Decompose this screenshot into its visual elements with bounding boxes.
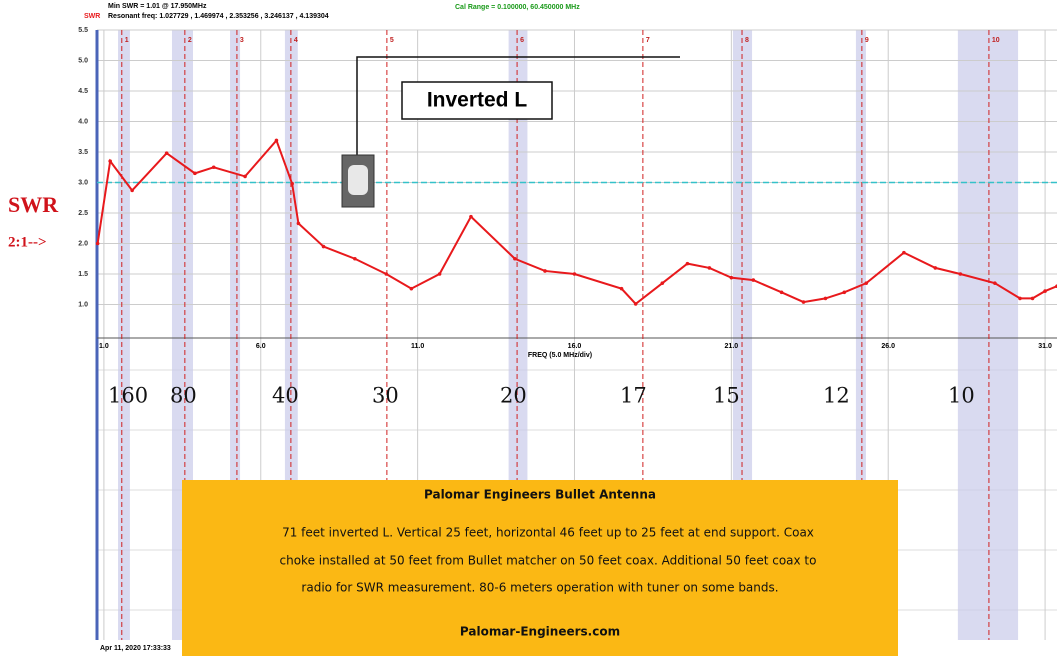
swr-point: [1018, 296, 1022, 301]
marker-label: 6: [520, 37, 524, 44]
swr-point: [290, 181, 294, 186]
marker-label: 7: [646, 37, 650, 44]
antenna-label: Inverted L: [427, 89, 528, 112]
date: Apr 11, 2020 17:33:33: [100, 645, 171, 652]
swr-point: [211, 165, 216, 170]
y-tick-label: 1.5: [78, 271, 88, 278]
info-title: Palomar Engineers Bullet Antenna: [424, 488, 656, 502]
x-tick-label: 16.0: [568, 343, 582, 350]
swr-point: [707, 266, 712, 270]
y-tick-label: 5.0: [78, 57, 88, 64]
swr-point: [243, 174, 247, 179]
swr-point: [164, 151, 169, 156]
swr-point: [619, 286, 624, 291]
swr-point: [633, 302, 638, 306]
swr-point: [823, 296, 828, 301]
marker-label: 5: [390, 37, 394, 44]
marker-label: 2: [188, 37, 192, 44]
swr-legend: SWR: [84, 13, 100, 20]
x-tick-label: 1.0: [99, 343, 109, 350]
y-tick-label: 2.0: [78, 240, 88, 247]
swr-point: [842, 290, 847, 295]
swr-point: [572, 272, 577, 276]
ref-label: 2:1-->: [8, 234, 47, 250]
band-label: 40: [272, 384, 299, 408]
info-line: 71 feet inverted L. Vertical 25 feet, ho…: [282, 526, 814, 540]
swr-line: [96, 138, 1057, 306]
band-shade: [118, 30, 130, 640]
band-label: 160: [108, 384, 148, 408]
marker-label: 9: [865, 37, 869, 44]
swr-point: [469, 214, 473, 219]
marker-label: 4: [294, 37, 298, 44]
band-label: 15: [713, 384, 740, 408]
x-axis-label: FREQ (5.0 MHz/div): [528, 352, 592, 359]
swr-point: [660, 281, 665, 285]
swr-point: [108, 159, 112, 163]
band-label: 17: [620, 384, 647, 408]
y-tick-label: 1.0: [78, 301, 88, 308]
marker-label: 8: [745, 37, 749, 44]
swr-point: [864, 281, 869, 285]
swr-point: [274, 138, 279, 143]
swr-point: [1030, 296, 1035, 301]
band-shade: [957, 30, 1019, 640]
x-tick-label: 26.0: [881, 343, 895, 350]
swr-point: [296, 221, 301, 226]
swr-point: [513, 256, 517, 261]
antenna-label-box: [401, 81, 553, 120]
band-label: 20: [500, 384, 527, 408]
swr-label: SWR: [8, 192, 59, 217]
band-shade: [230, 30, 241, 640]
resonant-freq: Resonant freq: 1.027729 , 1.469974 , 2.3…: [108, 13, 329, 20]
swr-point: [409, 286, 414, 291]
info-site: Palomar-Engineers.com: [460, 625, 620, 639]
y-tick-label: 4.5: [78, 88, 88, 95]
swr-point: [779, 290, 784, 295]
x-tick-label: 31.0: [1038, 343, 1052, 350]
swr-point: [353, 256, 357, 261]
y-tick-label: 2.5: [78, 210, 88, 217]
marker-label: 3: [240, 37, 244, 44]
marker-label: 10: [992, 37, 1000, 44]
swr-point: [933, 266, 938, 270]
y-tick-label: 3.0: [78, 179, 88, 186]
swr-point: [193, 171, 197, 176]
cal-range: Cal Range = 0.100000, 60.450000 MHz: [455, 4, 580, 11]
band-shade: [855, 30, 866, 640]
band-label: 80: [170, 384, 197, 408]
swr-point: [751, 278, 756, 282]
swr-point: [95, 241, 100, 246]
info-box: [182, 480, 898, 656]
swr-point: [1043, 289, 1047, 293]
info-line: radio for SWR measurement. 80-6 meters o…: [301, 581, 778, 595]
swr-point: [958, 272, 963, 276]
y-tick-label: 5.5: [78, 27, 88, 34]
x-tick-label: 11.0: [411, 343, 424, 350]
y-tick-label: 3.5: [78, 149, 88, 156]
min-swr: Min SWR = 1.01 @ 17.950MHz: [108, 3, 207, 10]
swr-point: [685, 261, 690, 266]
swr-point: [729, 275, 734, 280]
swr-point: [801, 300, 806, 304]
pointer-line: [356, 56, 680, 160]
x-tick-label: 21.0: [725, 343, 739, 350]
marker-label: 1: [125, 37, 129, 44]
swr-point: [902, 250, 906, 255]
swr-point: [543, 269, 547, 273]
y-tick-label: 4.0: [78, 118, 88, 125]
x-tick-label: 6.0: [256, 343, 266, 350]
band-label: 10: [948, 384, 975, 408]
antenna-body: [348, 165, 368, 195]
info-line: choke installed at 50 feet from Bullet m…: [280, 554, 817, 568]
swr-point: [130, 188, 134, 193]
swr-point: [384, 272, 389, 276]
swr-point: [321, 244, 326, 249]
swr-point: [993, 281, 997, 285]
band-label: 30: [372, 384, 399, 408]
band-label: 12: [823, 384, 850, 408]
swr-point: [437, 272, 442, 276]
